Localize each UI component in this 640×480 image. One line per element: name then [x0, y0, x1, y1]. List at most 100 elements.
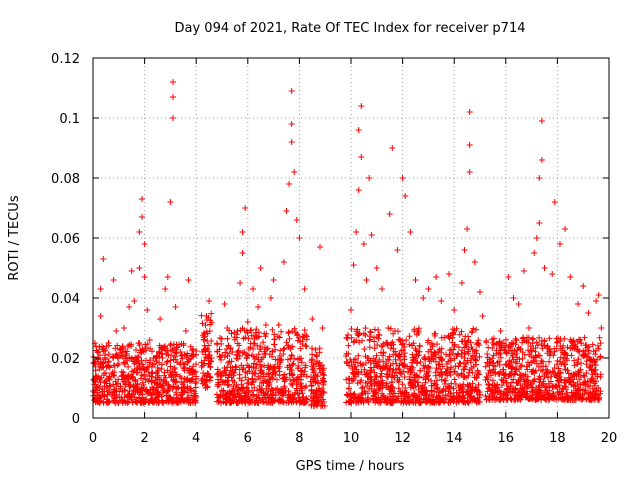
- data-point: [204, 376, 210, 383]
- data-point: [245, 364, 252, 371]
- data-point: [229, 388, 236, 395]
- data-point: [105, 387, 112, 394]
- data-point: [574, 346, 581, 353]
- data-point: [125, 391, 132, 398]
- data-point: [534, 393, 541, 400]
- data-point: [310, 376, 316, 383]
- data-point: [92, 379, 99, 385]
- data-point: [358, 385, 365, 392]
- data-point: [386, 211, 393, 217]
- data-point: [290, 395, 297, 402]
- data-point: [476, 371, 482, 378]
- data-point: [362, 371, 369, 378]
- data-point: [264, 379, 270, 386]
- data-point: [153, 384, 160, 391]
- data-point: [394, 247, 401, 253]
- data-point: [471, 259, 478, 265]
- data-point: [260, 354, 266, 361]
- data-point: [163, 392, 170, 399]
- data-point: [500, 372, 507, 379]
- data-point: [359, 384, 366, 391]
- data-point: [270, 390, 277, 396]
- data-point: [344, 391, 351, 398]
- data-point: [538, 396, 545, 403]
- data-point: [498, 376, 505, 383]
- data-point: [597, 340, 604, 347]
- data-point: [294, 332, 301, 339]
- data-point: [523, 393, 530, 400]
- data-point: [187, 343, 194, 350]
- data-point: [393, 360, 400, 367]
- data-point: [106, 373, 113, 380]
- data-point: [582, 348, 589, 355]
- data-point: [580, 283, 587, 289]
- data-point: [193, 379, 200, 385]
- data-point: [182, 328, 189, 334]
- data-point: [519, 355, 526, 362]
- data-point: [536, 175, 543, 181]
- data-point: [456, 390, 463, 397]
- data-point: [165, 398, 172, 405]
- data-point: [315, 397, 322, 404]
- data-point: [365, 399, 372, 405]
- data-point: [207, 317, 214, 324]
- x-tick-label: 16: [498, 431, 515, 446]
- data-point: [373, 265, 380, 271]
- data-point: [119, 373, 126, 380]
- data-point: [376, 363, 383, 370]
- data-point: [262, 322, 269, 328]
- data-point: [417, 359, 424, 365]
- data-point: [512, 336, 519, 342]
- data-point: [447, 399, 454, 406]
- data-point: [221, 370, 227, 377]
- data-point: [526, 325, 532, 331]
- data-point: [164, 274, 171, 280]
- data-point: [546, 358, 552, 365]
- data-point: [345, 342, 352, 349]
- x-tick-label: 4: [192, 431, 200, 446]
- data-point: [373, 352, 380, 359]
- data-point: [434, 385, 441, 392]
- data-point: [133, 355, 140, 361]
- y-tick-labels: 0 0.02 0.04 0.06 0.08 0.1 0.12: [51, 52, 80, 427]
- data-point: [267, 363, 274, 370]
- data-point: [401, 397, 407, 404]
- data-point: [583, 361, 590, 368]
- x-tick-label: 0: [89, 431, 97, 446]
- data-point: [300, 371, 307, 378]
- data-point: [158, 344, 164, 351]
- data-point: [289, 382, 296, 388]
- data-point: [251, 384, 258, 391]
- data-point: [234, 328, 241, 334]
- data-point: [376, 400, 382, 406]
- data-point: [555, 370, 562, 377]
- data-point: [593, 298, 600, 304]
- data-point: [525, 347, 532, 354]
- data-point: [162, 374, 169, 381]
- data-point: [277, 347, 284, 354]
- data-point: [581, 381, 587, 388]
- y-tick-label: 0.1: [59, 112, 80, 127]
- data-point: [517, 363, 524, 370]
- data-point: [244, 319, 251, 325]
- data-point: [112, 345, 119, 352]
- data-point: [148, 398, 155, 405]
- data-point: [474, 339, 481, 346]
- x-tick-label: 10: [343, 431, 360, 446]
- data-point: [386, 353, 393, 360]
- data-point: [354, 395, 361, 402]
- data-point: [572, 394, 579, 400]
- data-point: [280, 259, 287, 265]
- data-point: [162, 286, 169, 292]
- data-point: [442, 377, 449, 384]
- data-point: [317, 363, 324, 369]
- data-point: [547, 352, 553, 359]
- data-point: [134, 369, 141, 376]
- data-point: [432, 369, 439, 376]
- data-point: [200, 337, 207, 343]
- data-point: [156, 359, 163, 366]
- data-point: [390, 330, 397, 337]
- data-point: [379, 286, 385, 292]
- data-point: [374, 334, 380, 340]
- data-point: [223, 346, 230, 352]
